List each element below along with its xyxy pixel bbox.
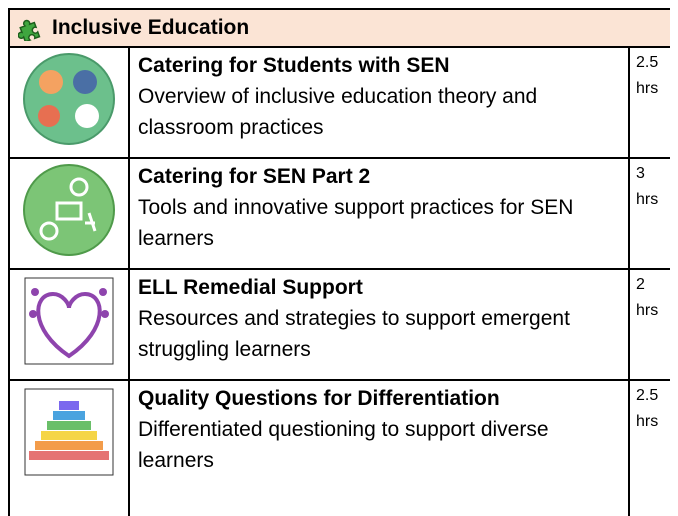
course-cell: Catering for SEN Part 2 Tools and innova… [128,157,630,270]
section-title: Inclusive Education [52,16,250,39]
duration: 3 hrs [627,157,670,270]
course-cell: Quality Questions for Differentiation Di… [128,379,630,516]
course-icon [24,277,114,365]
course-title: ELL Remedial Support [138,276,363,299]
course-icon [23,164,115,256]
icon-cell [8,268,130,381]
course-row: Catering for Students with SEN Overview … [8,46,670,159]
icon-cell [8,379,130,516]
header-cell: Inclusive Education [8,8,670,48]
course-row: ELL Remedial Support Resources and strat… [8,268,670,381]
icon-cell [8,157,130,270]
course-row: Catering for SEN Part 2 Tools and innova… [8,157,670,270]
course-description: Overview of inclusive education theory a… [138,85,538,139]
duration: 2 hrs [627,268,670,381]
course-row: Quality Questions for Differentiation Di… [8,379,670,516]
course-cell: Catering for Students with SEN Overview … [128,46,630,159]
course-description: Tools and innovative support practices f… [138,196,574,250]
course-icon [23,53,115,145]
course-cell: ELL Remedial Support Resources and strat… [128,268,630,381]
course-title: Catering for Students with SEN [138,54,450,77]
course-table: Inclusive Education Catering for Student… [8,8,670,516]
course-title: Catering for SEN Part 2 [138,165,371,188]
course-description: Differentiated questioning to support di… [138,418,549,472]
header-row: Inclusive Education [8,8,670,48]
course-title: Quality Questions for Differentiation [138,387,500,410]
duration: 2.5 hrs [627,379,670,516]
course-icon [24,388,114,476]
duration: 2.5 hrs [627,46,670,159]
puzzle-icon [18,19,41,41]
table: Inclusive Education Catering for Student… [8,8,670,516]
icon-cell [8,46,130,159]
course-description: Resources and strategies to support emer… [138,307,570,361]
